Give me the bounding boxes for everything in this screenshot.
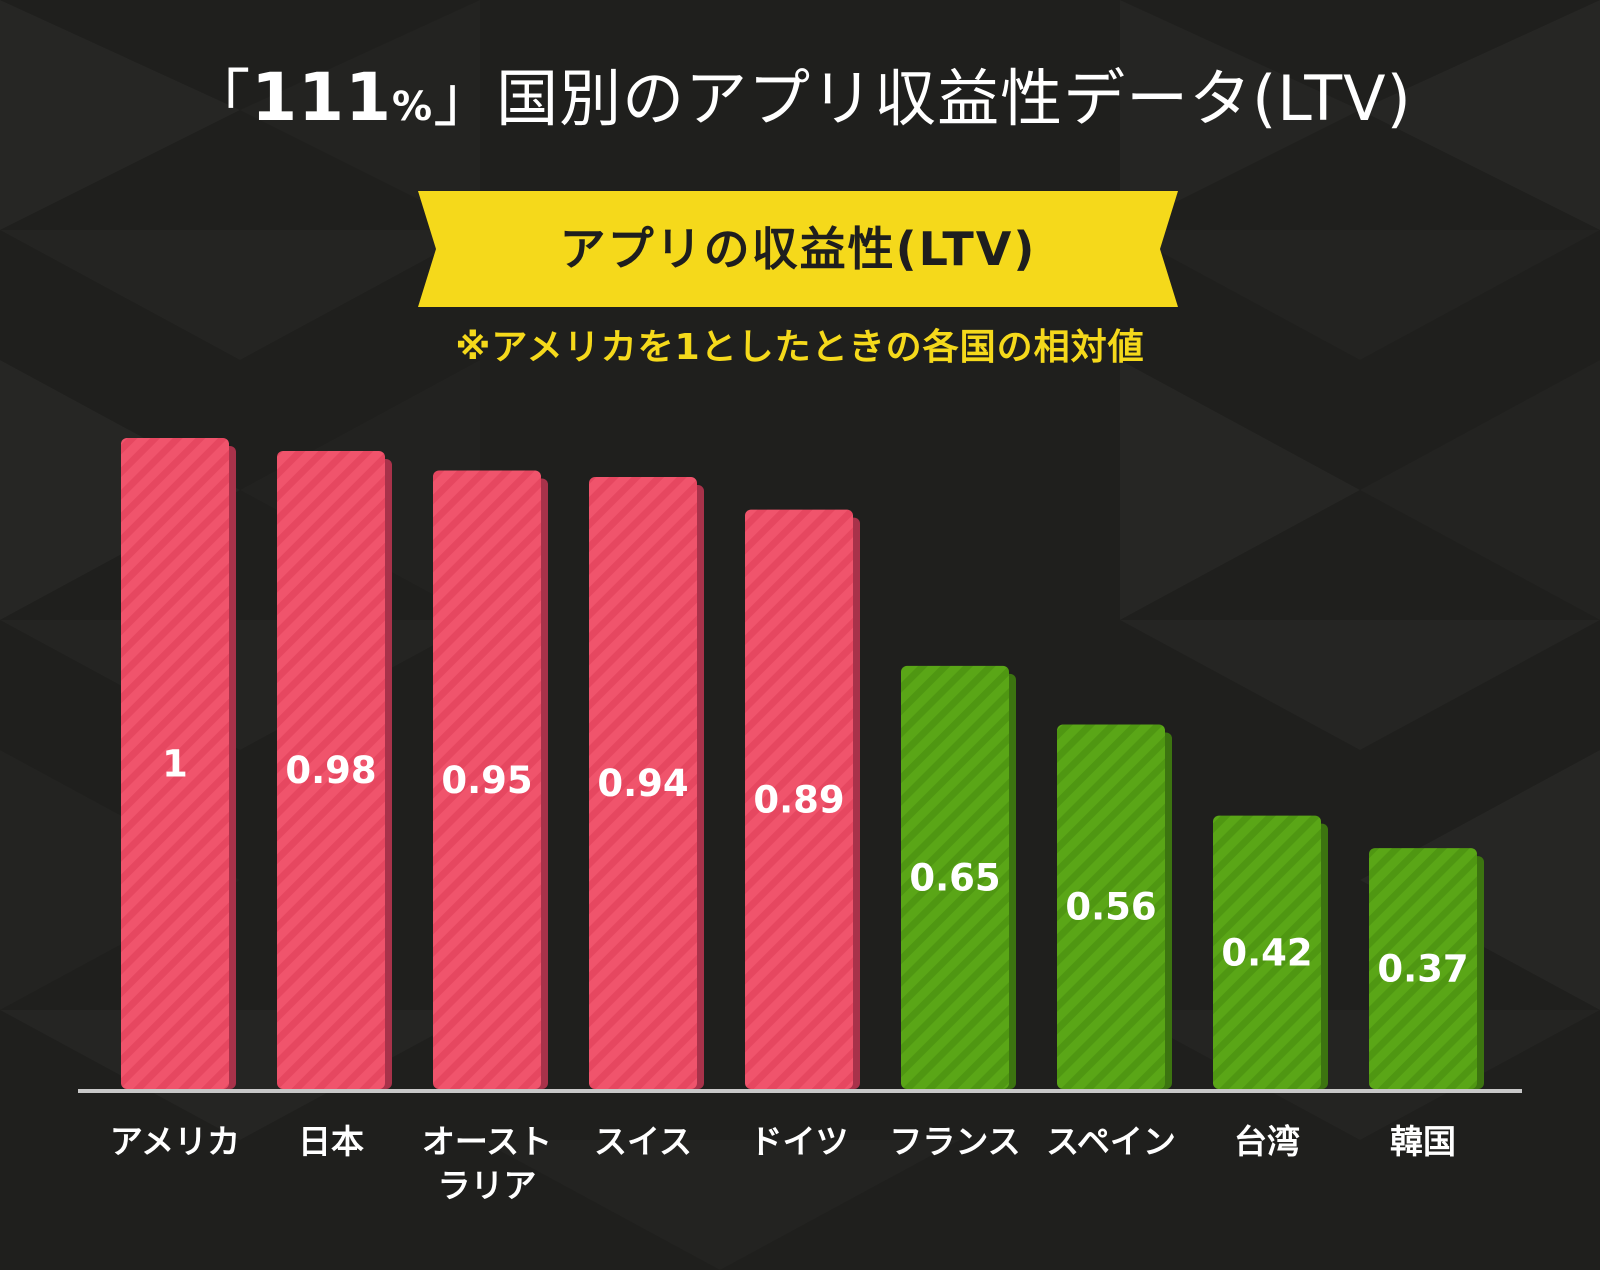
bar bbox=[1213, 815, 1321, 1089]
bar-value-label: 0.94 bbox=[597, 762, 688, 805]
page-title: 「111%」国別のアプリ収益性データ(LTV) bbox=[0, 48, 1600, 138]
x-label-australia-line1: オースト bbox=[421, 1122, 553, 1161]
bar bbox=[1369, 848, 1477, 1089]
title-open-bracket: 「 bbox=[188, 62, 252, 135]
x-label-australia: オースト ラリア bbox=[412, 1120, 562, 1208]
bar-value-label: 0.95 bbox=[441, 759, 532, 802]
bar-value-label: 0.56 bbox=[1065, 886, 1156, 929]
bar-value-label: 0.37 bbox=[1377, 948, 1468, 991]
bar-value-label: 0.42 bbox=[1221, 931, 1312, 974]
bar-value-label: 0.98 bbox=[285, 749, 376, 792]
bars-group: 1 0.98 0.95 0.94 0.89 0.65 0.56 0.42 0.37 bbox=[121, 438, 1484, 1089]
title-percent: % bbox=[392, 84, 434, 130]
title-close-bracket: 」 bbox=[433, 62, 497, 135]
ribbon-banner bbox=[418, 191, 1178, 307]
x-label-usa: アメリカ bbox=[109, 1122, 241, 1161]
bar-value-label: 0.65 bbox=[909, 856, 1000, 899]
bar bbox=[277, 451, 385, 1089]
x-label-australia-line2: ラリア bbox=[437, 1166, 537, 1205]
bar bbox=[901, 665, 1009, 1089]
bar bbox=[1057, 724, 1165, 1089]
x-label-spain: スペイン bbox=[1046, 1122, 1176, 1161]
bar bbox=[121, 438, 229, 1089]
x-label-france: フランス bbox=[889, 1122, 1021, 1161]
x-label-switzerland: スイス bbox=[593, 1122, 692, 1161]
bar-value-label: 1 bbox=[162, 743, 188, 786]
x-label-germany: ドイツ bbox=[749, 1122, 849, 1161]
x-label-japan: 日本 bbox=[298, 1122, 364, 1161]
x-label-taiwan: 台湾 bbox=[1234, 1122, 1300, 1161]
bar-value-label: 0.89 bbox=[753, 778, 844, 821]
bar bbox=[433, 470, 541, 1089]
title-text: 国別のアプリ収益性データ(LTV) bbox=[496, 62, 1412, 135]
bar bbox=[589, 477, 697, 1089]
chart-subtitle: ※アメリカを1としたときの各国の相対値 bbox=[455, 327, 1145, 368]
x-label-korea: 韓国 bbox=[1390, 1122, 1456, 1161]
bar bbox=[745, 509, 853, 1089]
title-number: 111 bbox=[251, 59, 393, 136]
ribbon-label: アプリの収益性(LTV) bbox=[559, 222, 1037, 276]
